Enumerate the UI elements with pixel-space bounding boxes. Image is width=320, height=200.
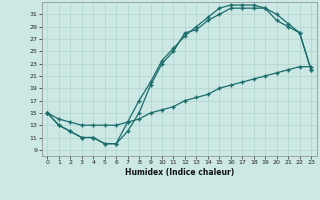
X-axis label: Humidex (Indice chaleur): Humidex (Indice chaleur) [124,168,234,177]
